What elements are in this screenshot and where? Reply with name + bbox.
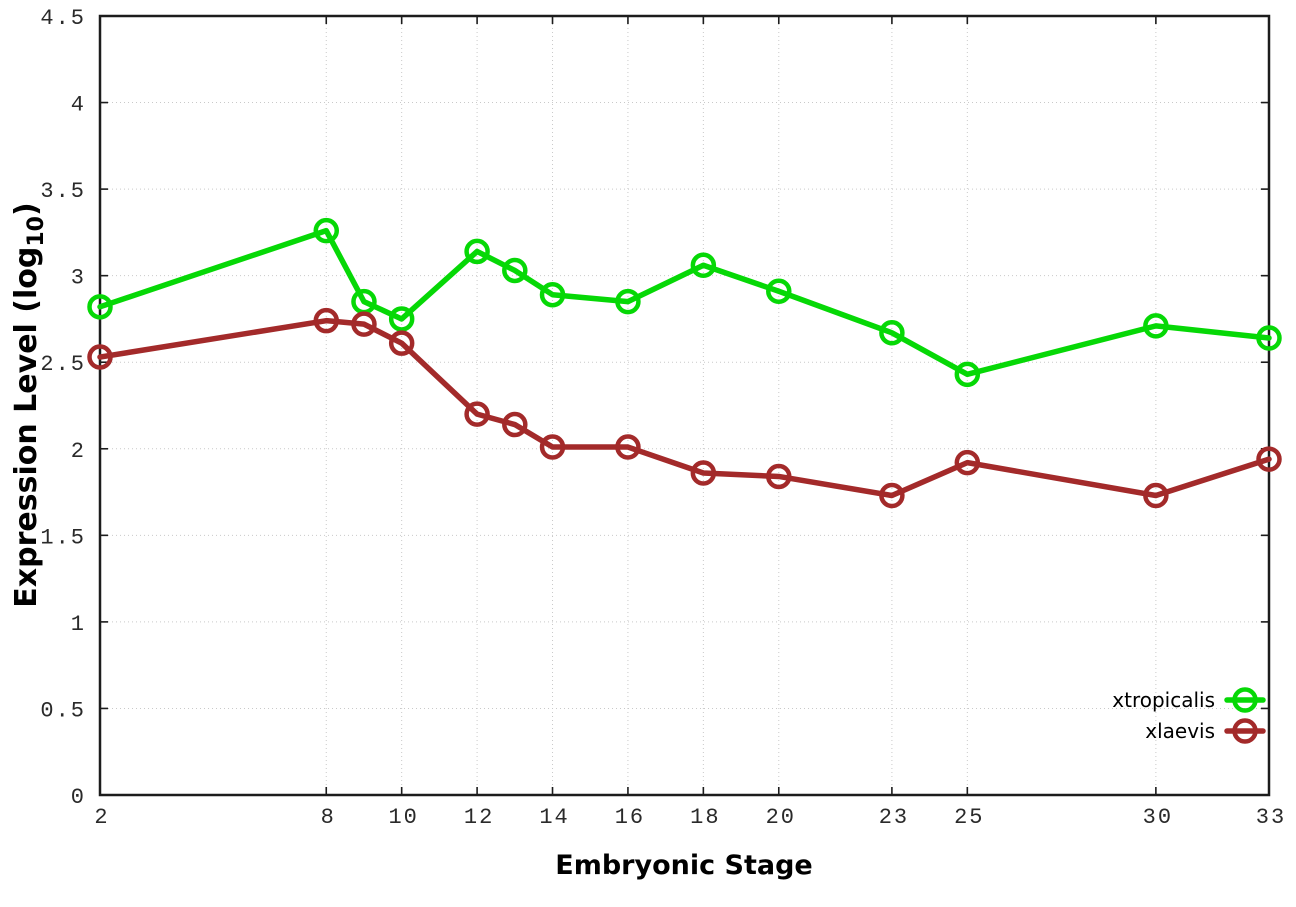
legend-sample-marker-xtropicalis (1232, 687, 1258, 713)
x-tick-label: 33 (1256, 805, 1286, 830)
data-point-xtropicalis (690, 252, 717, 279)
data-point-xlaevis (1256, 446, 1282, 472)
data-point-xlaevis (539, 434, 566, 460)
x-tick-label: 8 (321, 805, 336, 830)
x-axis-title: Embryonic Stage (555, 850, 812, 881)
legend-label-xtropicalis: xtropicalis (1112, 688, 1215, 712)
y-axis-title-close: ) (9, 202, 44, 216)
y-tick-label: 0.5 (40, 698, 86, 723)
data-point-xlaevis (502, 411, 528, 438)
plot-border (98, 14, 1271, 797)
data-point-xtropicalis (1256, 325, 1282, 351)
y-tick-label: 4.5 (40, 6, 86, 31)
data-point-xtropicalis (313, 217, 340, 244)
y-tick-label: 2 (71, 439, 86, 464)
x-tick-label: 30 (1143, 805, 1173, 830)
legend-label-xlaevis: xlaevis (1145, 719, 1215, 743)
x-tick-label: 14 (539, 805, 569, 830)
series-line-xlaevis (97, 317, 1272, 499)
x-tick-label: 16 (615, 805, 645, 830)
data-point-xtropicalis (954, 361, 981, 388)
data-point-xtropicalis (615, 288, 641, 315)
data-point-xtropicalis (766, 278, 792, 304)
x-tick-label: 23 (879, 805, 909, 830)
x-tick-label: 18 (690, 805, 720, 830)
y-tick-label: 1 (71, 612, 86, 637)
data-point-xlaevis (879, 482, 905, 509)
y-axis-title-subscript: 10 (24, 216, 49, 247)
data-point-xtropicalis (464, 238, 490, 265)
series-line-xtropicalis (97, 227, 1272, 378)
data-point-xtropicalis (502, 257, 528, 284)
x-tick-label: 25 (954, 805, 984, 830)
data-point-xlaevis (313, 307, 340, 334)
data-point-xtropicalis (1143, 313, 1169, 339)
data-point-xlaevis (87, 344, 113, 370)
y-axis-title-main: Expression Level (log (9, 247, 44, 608)
x-tick-label: 10 (388, 805, 418, 830)
y-tick-label: 4 (71, 93, 86, 118)
data-point-xlaevis (351, 311, 377, 337)
data-point-xlaevis (615, 434, 641, 460)
data-point-xlaevis (690, 460, 717, 486)
y-tick-label: 3.5 (40, 179, 86, 204)
y-tick-label: 3 (71, 266, 86, 291)
y-tick-label: 2.5 (40, 352, 86, 377)
data-point-xtropicalis (87, 294, 113, 320)
data-point-xlaevis (766, 463, 792, 490)
x-tick-label: 12 (464, 805, 494, 830)
data-point-xtropicalis (879, 320, 905, 346)
data-point-xlaevis (388, 330, 415, 356)
legend-sample-marker-xlaevis (1232, 718, 1258, 744)
data-point-xtropicalis (388, 306, 415, 332)
y-axis-title: Expression Level (log10) (9, 202, 49, 607)
y-tick-label: 0 (71, 785, 86, 810)
y-tick-label: 1.5 (40, 525, 86, 550)
data-point-xtropicalis (539, 281, 566, 308)
data-point-xlaevis (1143, 482, 1169, 509)
data-point-xlaevis (464, 401, 490, 427)
x-tick-label: 2 (94, 805, 109, 830)
data-point-xlaevis (954, 449, 981, 476)
x-tick-label: 20 (766, 805, 796, 830)
